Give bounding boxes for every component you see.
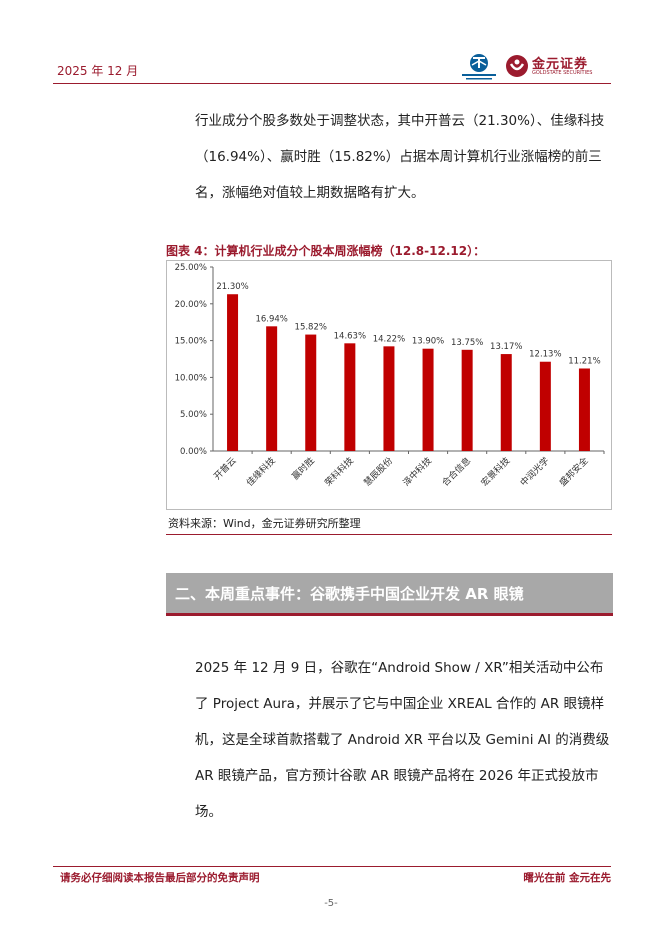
goldstate-mark-icon: [506, 55, 528, 77]
disclaimer-notice: 请务必仔细阅读本报告最后部分的免责声明: [60, 872, 260, 884]
chart-divider: [166, 534, 612, 535]
event-paragraph: 2025 年 12 月 9 日，谷歌在“Android Show / XR”相关…: [195, 660, 610, 820]
bar-value-label: 21.30%: [216, 282, 248, 292]
y-tick-label: 0.00%: [180, 447, 207, 457]
bar: [227, 294, 239, 451]
bar-value-label: 13.90%: [412, 337, 444, 347]
logo-company-name: 金元证券: [532, 57, 589, 72]
bar: [305, 334, 317, 451]
section-header: 二、本周重点事件：谷歌携手中国企业开发 AR 眼镜: [166, 573, 613, 616]
bar-value-label: 14.63%: [334, 331, 366, 341]
bar-value-label: 16.94%: [255, 314, 287, 324]
bar: [422, 348, 434, 451]
footer-divider: [53, 866, 611, 867]
bar: [461, 349, 473, 451]
bar-value-label: 11.21%: [568, 356, 600, 366]
chart-source: 资料来源：Wind，金元证券研究所整理: [168, 517, 361, 530]
y-tick-label: 15.00%: [175, 337, 207, 347]
y-tick-label: 10.00%: [175, 373, 207, 383]
bar: [266, 326, 278, 451]
bar-value-label: 13.75%: [451, 338, 483, 348]
bar-value-label: 14.22%: [373, 334, 405, 344]
company-slogan: 曙光在前 金元在先: [523, 872, 611, 884]
bar: [578, 368, 590, 451]
bar-value-label: 13.17%: [490, 342, 522, 352]
bar: [500, 354, 512, 451]
logo-company-english: GOLDSTATE SECURITIES: [532, 70, 593, 76]
intro-paragraph: 行业成分个股多数处于调整状态，其中开普云（21.30%）、佳缘科技（16.94%…: [195, 113, 605, 201]
header-divider: [53, 83, 611, 84]
goldstate-logo: 金元证券 GOLDSTATE SECURITIES: [505, 52, 605, 82]
bar: [539, 361, 551, 451]
y-tick-label: 25.00%: [175, 263, 207, 273]
bar: [383, 346, 395, 451]
y-tick-label: 20.00%: [175, 300, 207, 310]
bar: [344, 343, 356, 451]
page-number: -5-: [324, 898, 338, 909]
bar-value-label: 12.13%: [529, 350, 561, 360]
section-title: 二、本周重点事件：谷歌携手中国企业开发 AR 眼镜: [175, 585, 524, 603]
bar-value-label: 15.82%: [295, 323, 327, 333]
report-date: 2025 年 12 月: [57, 64, 139, 78]
gainers-bar-chart: 0.00% 5.00% 10.00% 15.00% 20.00% 25.00% 21.30%…: [166, 260, 612, 510]
group-logo-icon: [462, 54, 496, 80]
chart-title: 图表 4：计算机行业成分个股本周涨幅榜（12.8-12.12）：: [166, 244, 486, 258]
y-tick-label: 5.00%: [180, 410, 207, 420]
